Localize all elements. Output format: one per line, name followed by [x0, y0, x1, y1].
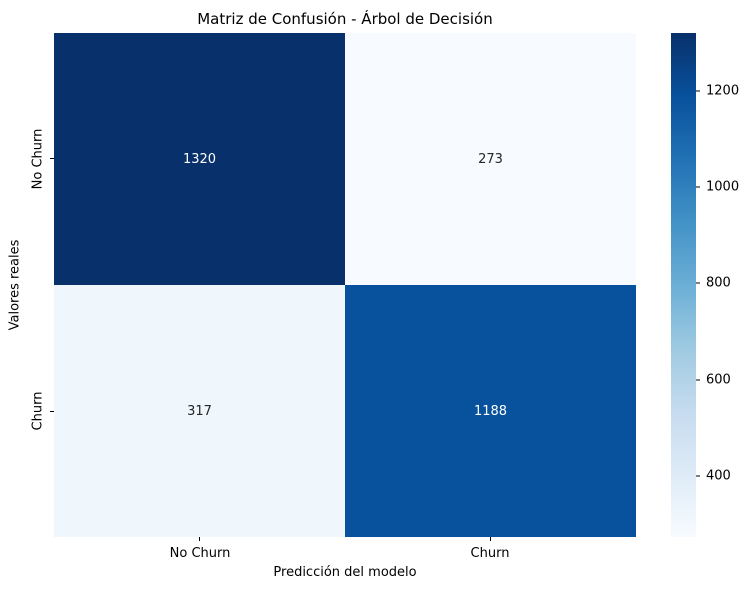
heatmap-cell-real-nochurn-pred-churn: 273 — [345, 33, 636, 285]
y-tick-label-nochurn: No Churn — [30, 128, 46, 190]
colorbar-tick — [696, 186, 700, 188]
colorbar-tick — [696, 475, 700, 477]
heatmap: 1320 273 317 1188 — [54, 33, 636, 537]
x-tick — [199, 537, 200, 541]
colorbar-tick — [696, 379, 700, 381]
heatmap-cell-real-churn-pred-churn: 1188 — [345, 285, 636, 537]
colorbar-tick — [696, 282, 700, 284]
chart-title: Matriz de Confusión - Árbol de Decisión — [197, 10, 493, 28]
cell-value: 273 — [478, 151, 503, 167]
y-tick — [50, 411, 54, 412]
colorbar-tick-label: 800 — [706, 275, 731, 291]
y-tick-label-churn: Churn — [30, 391, 46, 431]
colorbar-tick — [696, 90, 700, 92]
cell-value: 1320 — [182, 151, 217, 167]
x-tick-label-churn: Churn — [470, 546, 510, 561]
y-tick — [50, 158, 54, 159]
x-tick — [490, 537, 491, 541]
cell-value: 1188 — [473, 403, 508, 419]
x-axis-label: Predicción del modelo — [273, 565, 417, 580]
y-axis-label: Valores reales — [7, 239, 23, 331]
colorbar-tick-label: 600 — [706, 372, 731, 388]
cell-value: 317 — [187, 403, 212, 419]
colorbar — [671, 33, 696, 537]
colorbar-ticks: 400 600 800 1000 1200 — [696, 33, 751, 537]
x-tick-label-nochurn: No Churn — [169, 546, 231, 561]
heatmap-cell-real-nochurn-pred-nochurn: 1320 — [54, 33, 345, 285]
colorbar-tick-label: 1000 — [706, 179, 740, 195]
heatmap-cell-real-churn-pred-nochurn: 317 — [54, 285, 345, 537]
colorbar-tick-label: 400 — [706, 468, 731, 484]
colorbar-tick-label: 1200 — [706, 83, 740, 99]
